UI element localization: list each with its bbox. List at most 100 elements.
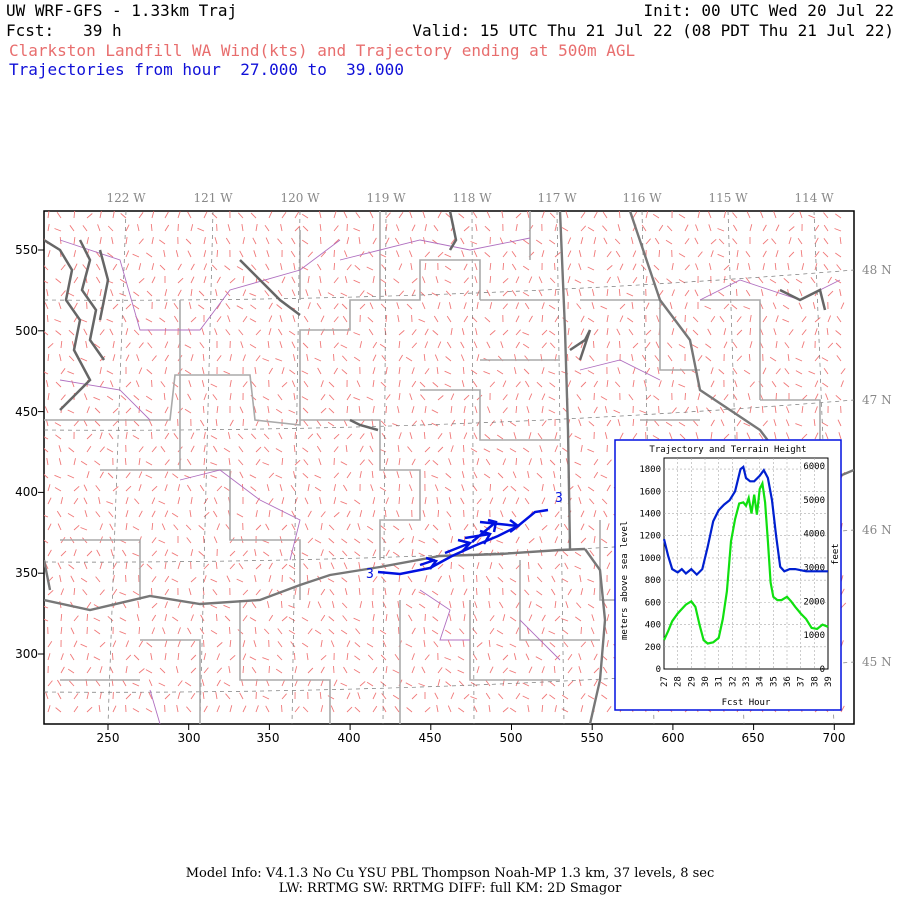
wind-barb bbox=[138, 458, 141, 466]
wind-barb bbox=[606, 588, 611, 596]
wind-barb bbox=[368, 459, 374, 466]
wind-barb bbox=[407, 446, 413, 453]
wind-barb bbox=[86, 613, 89, 622]
wind-barb bbox=[697, 355, 703, 362]
wind-barb bbox=[96, 276, 101, 284]
wind-barb bbox=[838, 432, 842, 440]
wind-barb bbox=[80, 577, 88, 583]
wind-barb bbox=[255, 563, 262, 570]
wind-barb bbox=[55, 381, 62, 388]
wind-barb bbox=[671, 328, 675, 336]
wind-barb bbox=[318, 458, 322, 466]
wind-barb bbox=[372, 549, 377, 557]
wind-barb bbox=[185, 238, 192, 245]
wind-barb bbox=[125, 693, 132, 700]
wind-barb bbox=[606, 614, 610, 622]
wind-barb bbox=[68, 329, 75, 336]
wind-barb bbox=[86, 433, 93, 440]
wind-barb bbox=[214, 237, 218, 245]
wind-barb bbox=[250, 304, 257, 310]
wind-barb bbox=[772, 302, 777, 310]
wind-barb bbox=[198, 551, 205, 557]
wind-barb bbox=[343, 562, 348, 570]
wind-barb bbox=[684, 238, 690, 245]
wind-barb bbox=[106, 318, 114, 323]
wind-barb bbox=[164, 354, 169, 362]
wind-barb bbox=[749, 315, 752, 323]
wind-barb bbox=[151, 627, 156, 635]
wind-barb bbox=[619, 263, 624, 271]
wind-barb bbox=[112, 341, 115, 349]
wind-barb bbox=[277, 289, 283, 297]
wind-barb bbox=[122, 679, 127, 687]
wind-barb bbox=[486, 211, 491, 219]
wind-barb bbox=[574, 435, 582, 440]
wind-barb bbox=[319, 691, 322, 700]
wind-barb bbox=[366, 292, 374, 297]
wind-barb bbox=[303, 563, 309, 570]
wind-barb bbox=[510, 485, 517, 492]
wind-barb bbox=[210, 474, 218, 479]
wind-barb bbox=[463, 693, 470, 700]
wind-barb bbox=[203, 276, 207, 284]
wind-barb bbox=[372, 367, 376, 375]
wind-barb bbox=[448, 458, 452, 466]
wind-barb bbox=[190, 692, 196, 700]
wind-barb bbox=[743, 306, 751, 310]
wind-barb bbox=[484, 252, 491, 258]
wind-barb bbox=[526, 627, 530, 635]
wind-barb bbox=[566, 289, 569, 297]
wind-barb bbox=[578, 250, 582, 258]
wind-barb bbox=[254, 627, 257, 635]
wind-barb bbox=[460, 237, 465, 245]
wind-barb bbox=[408, 484, 413, 492]
wind-barb bbox=[567, 250, 572, 258]
wind-barb bbox=[265, 237, 270, 245]
y-axis: 550 500 450 400 350 300 bbox=[15, 243, 38, 661]
wind-barb bbox=[164, 549, 169, 557]
wind-barb bbox=[112, 705, 117, 713]
wind-barb bbox=[190, 276, 195, 284]
wind-barb bbox=[73, 237, 76, 245]
wind-barb bbox=[132, 435, 140, 440]
wind-barb bbox=[411, 224, 416, 232]
wind-barb bbox=[281, 457, 284, 466]
wind-barb bbox=[99, 692, 102, 700]
wind-barb bbox=[528, 601, 532, 609]
wind-barb bbox=[359, 290, 365, 297]
wind-barb bbox=[836, 315, 842, 323]
wind-barb bbox=[107, 252, 114, 258]
wind-barb bbox=[485, 680, 491, 687]
wind-barb bbox=[836, 264, 842, 271]
wind-barb bbox=[606, 484, 611, 492]
wind-barb bbox=[509, 707, 517, 713]
wind-barb bbox=[242, 653, 247, 661]
wind-barb bbox=[239, 471, 244, 479]
wind-barb bbox=[83, 484, 88, 492]
wind-barb bbox=[398, 354, 403, 362]
wind-barb bbox=[795, 357, 803, 362]
wind-barb bbox=[125, 250, 130, 258]
wind-barb bbox=[678, 422, 686, 427]
wind-barb bbox=[645, 211, 649, 219]
wind-barb bbox=[821, 422, 829, 427]
wind-barb bbox=[528, 315, 533, 323]
inset-x-tick: 38 bbox=[810, 676, 820, 687]
y-tick-label: 550 bbox=[15, 243, 38, 257]
wind-barb bbox=[444, 486, 452, 492]
wind-barb bbox=[398, 380, 401, 388]
wind-barb bbox=[450, 419, 456, 427]
wind-barb bbox=[70, 575, 75, 583]
wind-barb bbox=[379, 487, 387, 492]
wind-barb bbox=[473, 250, 478, 258]
wind-barb bbox=[333, 303, 339, 310]
wind-barb bbox=[593, 250, 596, 258]
wind-barb bbox=[489, 302, 493, 310]
wind-barb bbox=[316, 433, 322, 440]
wind-barb bbox=[462, 640, 465, 648]
wind-barb bbox=[125, 354, 130, 362]
wind-barb bbox=[301, 552, 309, 557]
wind-barb bbox=[54, 487, 62, 492]
wind-barb bbox=[151, 237, 154, 245]
wind-barb bbox=[380, 381, 387, 388]
